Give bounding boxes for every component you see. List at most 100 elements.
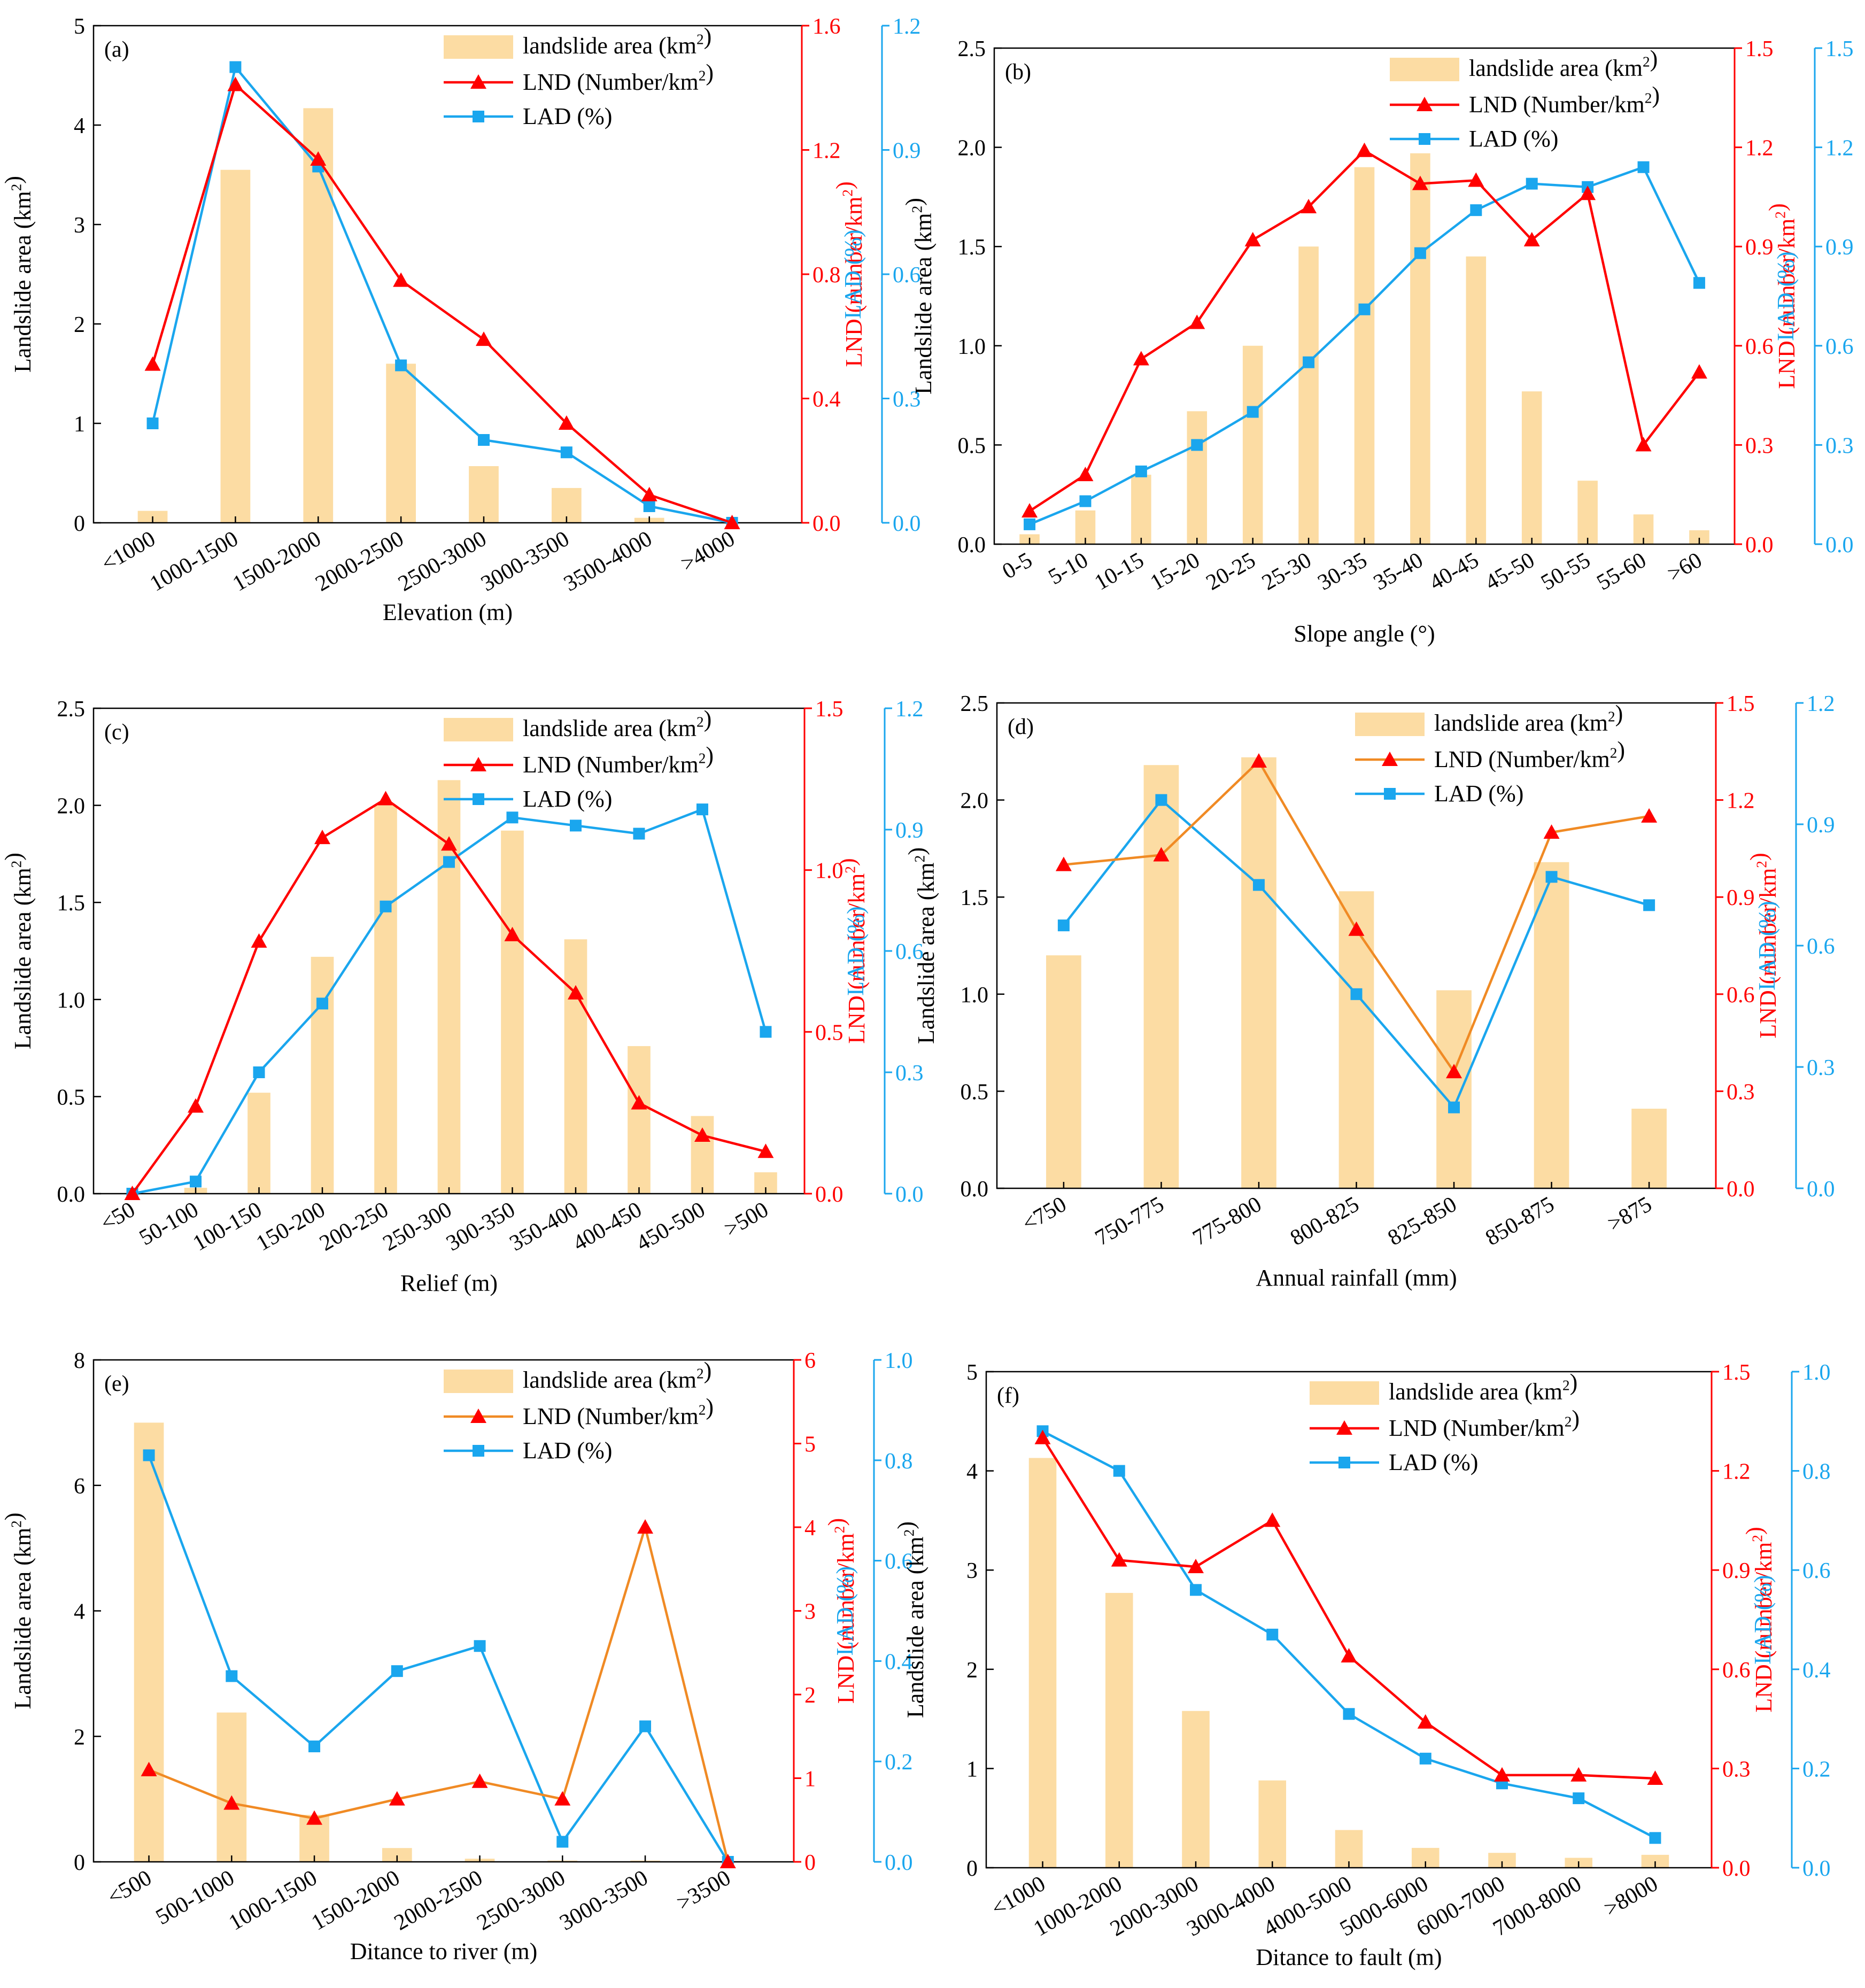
lad-tick-label: 1.5 [1825, 37, 1854, 61]
bar-landslide-area [1298, 246, 1319, 544]
lnd-marker [1580, 185, 1596, 200]
legend-lnd-marker [470, 757, 486, 771]
bar-landslide-area [1466, 256, 1487, 544]
lad-marker [639, 1720, 652, 1732]
x-tick-label: 4000-5000 [1259, 1871, 1356, 1941]
lnd-tick-label: 5 [804, 1433, 816, 1457]
lad-marker [229, 61, 242, 73]
lad-marker [1247, 406, 1259, 418]
lnd-marker [1570, 1767, 1587, 1782]
left-tick-label: 6 [74, 1474, 85, 1499]
lad-tick-label: 0.0 [1802, 1857, 1831, 1881]
lad-tick-label: 0.9 [1807, 813, 1835, 838]
lnd-marker [719, 1854, 736, 1868]
lad-axis-title: LAD (%) [1754, 901, 1780, 990]
lad-tick-label: 0.8 [1802, 1460, 1831, 1484]
lnd-marker [188, 1098, 204, 1113]
lnd-marker [1356, 142, 1373, 157]
lad-marker [1079, 495, 1092, 507]
x-tick-label: <500 [103, 1866, 156, 1910]
bar-landslide-area [247, 1093, 270, 1194]
lnd-tick-label: 0.3 [1727, 1080, 1755, 1104]
lad-tick-label: 0.2 [1802, 1757, 1831, 1782]
x-tick-label: >500 [720, 1197, 772, 1242]
left-tick-label: 4 [74, 1600, 85, 1625]
bar-landslide-area [1241, 757, 1276, 1188]
legend-bar-swatch [1390, 58, 1459, 81]
lnd-marker [1641, 808, 1658, 823]
lad-marker [308, 1741, 321, 1753]
bar-landslide-area [1143, 765, 1179, 1188]
lnd-axis-title: LND (number/km2) [823, 1518, 859, 1704]
x-tick-label: 100-150 [189, 1197, 266, 1256]
lad-tick-label: 0.6 [885, 1550, 913, 1574]
lad-tick-label: 0.3 [895, 1061, 924, 1086]
lnd-tick-label: 1.2 [1745, 136, 1774, 161]
left-tick-label: 0 [74, 1851, 85, 1875]
bar-landslide-area [134, 1422, 164, 1862]
legend-bar-swatch [444, 1370, 513, 1393]
lad-marker [146, 417, 159, 429]
lad-tick-label: 0.6 [1807, 934, 1835, 959]
legend-lad-marker [1419, 133, 1430, 145]
x-axis-title: Ditance to fault (m) [1256, 1944, 1442, 1970]
x-tick-label: 350-400 [506, 1197, 583, 1256]
lad-marker [380, 900, 392, 912]
lnd-tick-label: 2 [804, 1683, 816, 1708]
lad-marker [316, 997, 329, 1010]
x-tick-label: 250-300 [379, 1197, 456, 1256]
left-tick-label: 2 [74, 1725, 85, 1750]
lad-marker [633, 827, 645, 840]
x-tick-label: 1000-1500 [225, 1866, 321, 1936]
x-tick-label: 0-5 [999, 548, 1036, 584]
x-tick-label: 300-350 [442, 1197, 519, 1256]
lad-tick-label: 0.9 [1825, 235, 1854, 260]
legend-bar-swatch [444, 718, 513, 741]
x-tick-label: 3000-3500 [477, 527, 574, 597]
lad-marker [760, 1026, 772, 1038]
legend-lnd-marker [1336, 1420, 1352, 1435]
lad-tick-label: 0.6 [895, 940, 924, 964]
left-tick-label: 0.5 [961, 1080, 989, 1104]
legend-bar-swatch [1355, 713, 1425, 736]
x-tick-label: 500-1000 [152, 1866, 238, 1930]
lad-marker [391, 1665, 403, 1677]
x-tick-label: >4000 [677, 527, 739, 577]
bar-landslide-area [1534, 862, 1569, 1188]
lnd-tick-label: 1.0 [815, 859, 843, 884]
lad-marker [443, 856, 455, 868]
left-tick-label: 1.0 [57, 988, 86, 1013]
lad-marker [474, 1640, 486, 1652]
legend-lnd-label: LND (Number/km2) [523, 59, 714, 95]
left-tick-label: 2.0 [958, 136, 986, 161]
x-tick-label: 50-100 [135, 1197, 203, 1250]
lnd-tick-label: 0.0 [1727, 1177, 1755, 1202]
lnd-marker [1691, 364, 1707, 379]
left-tick-label: 2.5 [57, 697, 86, 722]
lnd-line [148, 1522, 729, 1862]
legend-lad-label: LAD (%) [523, 103, 612, 129]
lnd-tick-label: 1.2 [812, 139, 841, 164]
left-tick-label: 4 [966, 1460, 978, 1484]
panel-label: (e) [104, 1372, 129, 1396]
x-tick-label: 750-775 [1091, 1192, 1168, 1251]
lad-tick-label: 0.0 [1807, 1177, 1835, 1202]
x-tick-label: 150-200 [252, 1197, 329, 1256]
legend-lad-marker [473, 1445, 484, 1457]
left-tick-label: 0.0 [961, 1177, 989, 1202]
lad-marker [506, 811, 519, 824]
lnd-tick-label: 0.0 [812, 512, 841, 536]
lnd-tick-label: 0.0 [1722, 1857, 1751, 1881]
x-tick-label: 1000-1500 [146, 527, 243, 597]
panel-label: (f) [997, 1383, 1019, 1408]
legend-lnd-marker [470, 1409, 486, 1423]
lnd-marker [558, 415, 575, 430]
lad-tick-label: 1.2 [1807, 692, 1835, 716]
x-tick-label: 3500-4000 [560, 527, 656, 597]
x-tick-label: <50 [97, 1197, 140, 1236]
panel-label: (a) [104, 37, 129, 62]
left-tick-label: 5 [966, 1360, 978, 1385]
chart-panel: 0 1 2 3 4 5 Landslide area (km2) 0.0 0.3 0.6 0.9 1.… [893, 1360, 1830, 1970]
bar-landslide-area [1187, 411, 1208, 544]
